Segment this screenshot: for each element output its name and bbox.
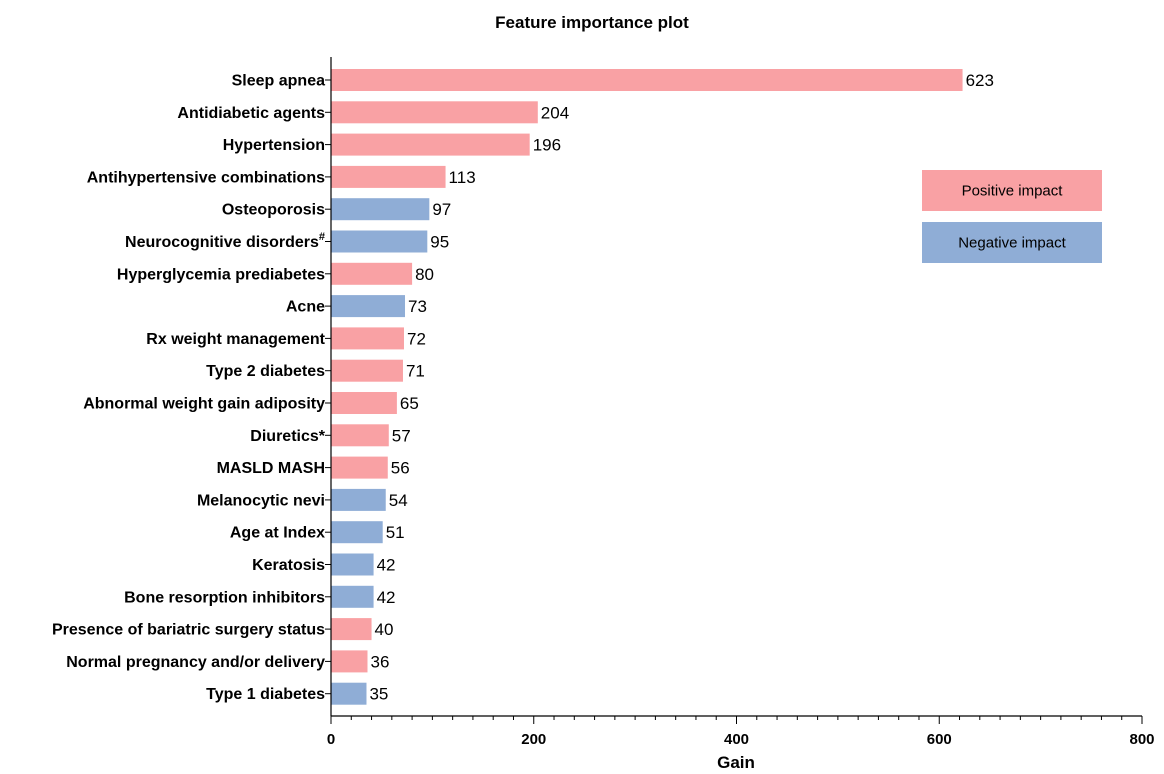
category-label: Age at Index (230, 525, 325, 542)
category-label: Neurocognitive disorders# (125, 231, 325, 251)
x-tick-label: 600 (927, 731, 952, 748)
bar-9 (331, 327, 404, 350)
category-label: Keratosis (252, 557, 325, 574)
value-label: 42 (377, 588, 396, 607)
value-label: 71 (406, 362, 425, 381)
bar-11 (331, 392, 397, 414)
category-label: Sleep apnea (232, 73, 325, 90)
category-label: Presence of bariatric surgery status (52, 622, 325, 639)
category-label: Antihypertensive combinations (87, 169, 325, 186)
bar-13 (331, 456, 388, 479)
bar-7 (331, 262, 413, 285)
category-label: Hypertension (223, 137, 325, 154)
legend-swatch-negative (922, 222, 1102, 263)
legend-label-negative: Negative impact (958, 235, 1066, 252)
value-label: 196 (533, 136, 561, 155)
value-labels-group: 623 204 196 113 97 95 80 73 72 71 65 57 56 54 51 42 42 40… (369, 71, 993, 704)
category-label: Abnormal weight gain adiposity (83, 396, 325, 413)
legend-swatch-positive (922, 170, 1102, 211)
value-label: 97 (432, 200, 451, 219)
bar-2 (331, 101, 538, 124)
category-label: Normal pregnancy and/or delivery (66, 654, 325, 671)
value-label: 56 (391, 459, 410, 478)
category-label: Rx weight management (146, 331, 325, 348)
value-label: 40 (375, 620, 394, 639)
category-labels-group: Sleep apnea Antidiabetic agents Hypertensi… (52, 73, 326, 704)
value-label: 57 (392, 426, 411, 445)
bar-14 (331, 488, 386, 511)
category-label: Osteoporosis (222, 202, 325, 219)
bar-17 (331, 585, 374, 608)
bar-10 (331, 359, 403, 382)
bar-8 (331, 295, 406, 318)
bar-5 (331, 198, 430, 221)
x-tick-label: 400 (724, 731, 749, 748)
value-label: 95 (430, 233, 449, 252)
bar-12 (331, 424, 389, 447)
value-label: 72 (407, 329, 426, 348)
x-axis-title: Gain (717, 753, 755, 772)
legend: Positive impact Negative impact (922, 170, 1102, 263)
value-label: 35 (369, 685, 388, 704)
category-label: Type 2 diabetes (206, 363, 325, 380)
category-label: Bone resorption inhibitors (124, 589, 325, 606)
value-label: 80 (415, 265, 434, 284)
value-label: 113 (449, 168, 476, 187)
bar-16 (331, 553, 374, 576)
category-label: Hyperglycemia prediabetes (117, 266, 325, 283)
bar-20 (331, 682, 367, 705)
value-label: 204 (541, 103, 569, 122)
category-superscript: # (319, 231, 325, 243)
legend-label-positive: Positive impact (962, 183, 1064, 200)
category-label: Acne (286, 299, 325, 316)
bar-15 (331, 521, 383, 544)
bar-3 (331, 133, 530, 156)
x-tick-label: 0 (327, 731, 335, 748)
x-tick-label: 200 (521, 731, 546, 748)
bar-6 (331, 230, 428, 253)
value-label: 73 (408, 297, 427, 316)
category-label: Melanocytic nevi (197, 492, 325, 509)
category-label: Antidiabetic agents (177, 105, 325, 122)
value-label: 623 (966, 71, 994, 90)
axes-group: 0 200 400 600 800 (325, 57, 1155, 748)
bar-1 (331, 69, 963, 91)
x-tick-label: 800 (1129, 731, 1154, 748)
value-label: 65 (400, 394, 419, 413)
value-label: 42 (377, 556, 396, 575)
bars-group (331, 69, 963, 705)
bar-4 (331, 165, 446, 188)
bar-19 (331, 650, 368, 673)
value-label: 36 (370, 652, 389, 671)
chart-title: Feature importance plot (495, 13, 689, 32)
category-label: Diuretics* (250, 428, 325, 445)
category-label: Type 1 diabetes (206, 686, 325, 703)
category-label: MASLD MASH (217, 460, 325, 477)
value-label: 51 (386, 523, 405, 542)
bar-18 (331, 618, 372, 641)
value-label: 54 (389, 491, 408, 510)
